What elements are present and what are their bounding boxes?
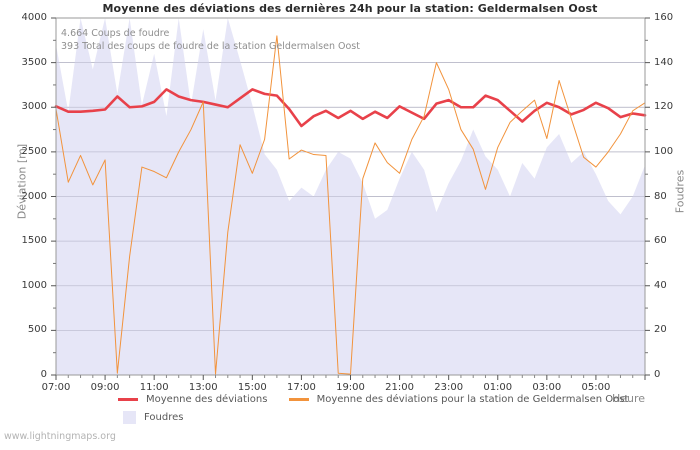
x-axis-tick-label: 03:00 — [532, 382, 562, 393]
y-axis-tick-label-right: 100 — [654, 145, 674, 157]
x-axis-label: Heure — [612, 392, 646, 405]
line-series-mean-deviation — [54, 88, 647, 128]
y-axis-tick-label-right: 140 — [654, 56, 674, 68]
y-axis-tick-label-right: 80 — [654, 190, 667, 202]
x-axis-tick-label: 09:00 — [90, 382, 120, 393]
y-axis-tick-label-right: 60 — [654, 235, 667, 247]
x-axis-tick-label: 01:00 — [483, 382, 513, 393]
y-axis-tick-label-left: 2500 — [21, 145, 47, 157]
page-title: Moyenne des déviations des dernières 24h… — [102, 2, 598, 15]
y-axis-tick-label-right: 0 — [654, 369, 661, 380]
y-axis-tick-label-left: 4000 — [21, 12, 47, 23]
y-axis-tick-label-left: 1000 — [21, 279, 47, 291]
y-axis-label-left: Déviation [m] — [15, 143, 29, 220]
x-axis-tick-label: 19:00 — [336, 382, 365, 393]
x-axis-tick-label: 07:00 — [41, 382, 71, 393]
y-axis-tick-label-right: 160 — [654, 12, 674, 23]
line-series-station-deviation — [55, 35, 646, 375]
x-axis-tick-label: 11:00 — [139, 382, 169, 393]
legend-label-strokes: Foudres — [144, 412, 184, 423]
watermark: www.lightningmaps.org — [4, 431, 116, 442]
legend-label-mean-deviation: Moyenne des déviations — [146, 394, 268, 405]
legend-item-strokes: Foudres — [118, 411, 183, 424]
x-axis-tick-label: 15:00 — [237, 382, 267, 393]
y-axis-tick-label-right: 20 — [654, 324, 667, 336]
legend-swatch-area-lavender — [123, 411, 136, 424]
x-axis-tick-label: 05:00 — [581, 382, 611, 393]
x-axis-tick-label: 13:00 — [188, 382, 218, 393]
y-axis-tick-label-left: 2000 — [21, 190, 47, 202]
legend-item-station-deviation: Moyenne des déviations pour la station d… — [288, 394, 629, 406]
x-axis-tick-label: 21:00 — [385, 382, 414, 393]
x-axis-tick-label: 23:00 — [434, 382, 464, 393]
y-axis-tick-label-right: 120 — [654, 101, 674, 113]
legend-swatch-line-red — [118, 398, 138, 401]
legend-label-station-deviation: Moyenne des déviations pour la station d… — [316, 394, 629, 405]
y-axis-tick-label-left: 3500 — [21, 56, 47, 68]
y-axis-tick-label-left: 0 — [40, 369, 47, 380]
y-axis-tick-label-left: 1500 — [21, 235, 47, 247]
y-axis-tick-label-right: 40 — [654, 279, 667, 291]
legend-item-mean-deviation: Moyenne des déviations — [118, 394, 267, 406]
legend-swatch-line-orange — [288, 398, 309, 401]
x-axis-tick-label: 17:00 — [286, 382, 316, 393]
annotation-strokes: 4.664 Coups de foudre — [61, 28, 170, 39]
annotation-station-total: 393 Total des coups de foudre de la stat… — [61, 41, 360, 52]
y-axis-tick-label-left: 3000 — [21, 101, 47, 113]
y-axis-tick-label-left: 500 — [27, 324, 47, 336]
